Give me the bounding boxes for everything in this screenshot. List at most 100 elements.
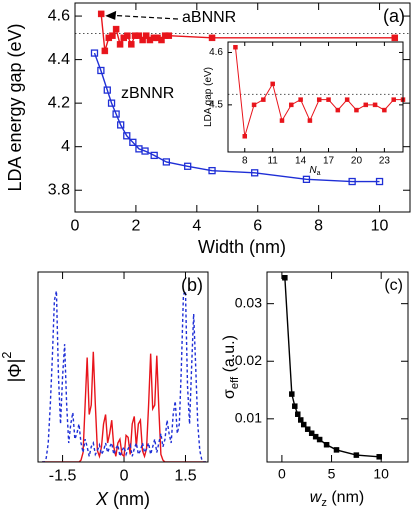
axis-label: X (nm): [95, 489, 150, 509]
data-point: [261, 97, 266, 102]
data-point: [141, 147, 149, 155]
data-point: [90, 49, 99, 57]
data-point: [376, 454, 382, 460]
data-point: [344, 97, 350, 102]
y-tick-label: 4.5: [209, 99, 223, 110]
plot-frame: [227, 41, 404, 153]
x-tick-label: 23: [379, 156, 391, 167]
data-point: [97, 66, 105, 75]
data-point: [335, 107, 341, 113]
data-point: [372, 102, 378, 108]
x-tick-label: 10: [373, 465, 389, 481]
data-point: [292, 403, 298, 409]
x-tick-label: 4: [192, 218, 201, 235]
x-tick-label: 10: [371, 218, 389, 235]
axis-label: LDA gap (eV): [203, 67, 214, 127]
data-point: [282, 275, 288, 281]
panel-label: (c): [384, 277, 403, 294]
x-tick-label: 17: [323, 156, 335, 167]
data-point: [312, 433, 319, 440]
arrow-head: [105, 10, 117, 20]
data-point: [298, 417, 304, 423]
data-point: [165, 32, 173, 39]
x-tick-label: 1.5: [174, 468, 196, 485]
y-tick-label: 4: [61, 138, 70, 155]
data-point: [109, 32, 116, 39]
data-point: [143, 32, 150, 39]
axis-label: Width (nm): [198, 237, 286, 257]
data-point: [308, 430, 315, 436]
axis-label: σeff (a.u.): [221, 335, 241, 399]
label-part: LDA energy gap (eV): [5, 23, 25, 191]
x-tick-label: 6: [253, 218, 262, 235]
annotation: aBNNR: [182, 9, 236, 26]
data-point: [333, 447, 340, 453]
data-point: [304, 426, 311, 432]
y-tick-label: 4.4: [48, 51, 70, 68]
x-tick-label: 0: [71, 218, 80, 235]
x-tick-label: 8: [314, 218, 323, 235]
x-tick-label: 0: [278, 465, 286, 481]
plot-area: [267, 272, 408, 462]
data-point: [101, 47, 109, 55]
y-tick-label: 0.02: [235, 352, 262, 368]
data-point: [208, 166, 216, 175]
data-point: [307, 118, 313, 123]
x-tick-label: -1.5: [49, 468, 77, 485]
data-point: [139, 36, 146, 44]
y-tick-label: 0.01: [235, 410, 262, 426]
label-part: LDA gap (eV): [203, 67, 214, 127]
data-point: [363, 102, 369, 108]
data-point: [150, 151, 158, 160]
data-point: [116, 41, 124, 48]
data-point: [124, 32, 131, 39]
label-part: N: [309, 165, 317, 176]
plot-frame: [37, 271, 209, 463]
x-tick-label: 8: [242, 156, 248, 167]
data-point: [103, 86, 111, 94]
panel-label: (a): [383, 6, 405, 26]
x-tick-label: 14: [295, 156, 307, 167]
data-point: [353, 452, 360, 458]
data-point: [391, 97, 396, 102]
data-point: [295, 411, 301, 417]
data-point: [323, 441, 330, 448]
data-point: [316, 436, 323, 443]
x-tick-label: 2: [131, 218, 140, 235]
data-point: [162, 158, 171, 166]
data-point: [128, 41, 135, 48]
annotation: zBNNR: [121, 85, 174, 102]
label-part: (a.u.): [221, 335, 238, 377]
y-tick-label: 0.03: [235, 294, 262, 310]
x-tick-label: 5: [328, 465, 336, 481]
label-part: 2: [0, 352, 14, 359]
data-point: [251, 169, 259, 177]
x-tick-label: 0: [120, 468, 129, 485]
label-part: σ: [221, 389, 238, 399]
annotation-arrow: [113, 14, 179, 20]
axis-label: Na: [309, 165, 320, 177]
label-part: Width (nm): [198, 237, 286, 257]
data-point: [298, 97, 303, 102]
data-point: [270, 81, 275, 87]
data-point: [117, 121, 125, 129]
data-point: [112, 110, 120, 118]
data-point: [279, 118, 285, 123]
data-point: [123, 132, 131, 140]
data-point: [348, 177, 356, 186]
x-tick-label: 20: [351, 156, 363, 167]
data-point: [316, 97, 322, 102]
data-point: [326, 97, 331, 102]
data-point: [300, 421, 307, 428]
axis-label: LDA energy gap (eV): [5, 23, 25, 191]
label-part: (nm): [327, 489, 364, 506]
data-point: [208, 34, 216, 42]
data-point: [242, 134, 248, 139]
data-point: [112, 25, 120, 33]
y-tick-label: 3.8: [48, 181, 70, 198]
data-point: [354, 107, 359, 113]
data-point: [391, 34, 399, 42]
y-tick-label: 4.2: [48, 94, 70, 111]
data-point: [233, 44, 238, 50]
